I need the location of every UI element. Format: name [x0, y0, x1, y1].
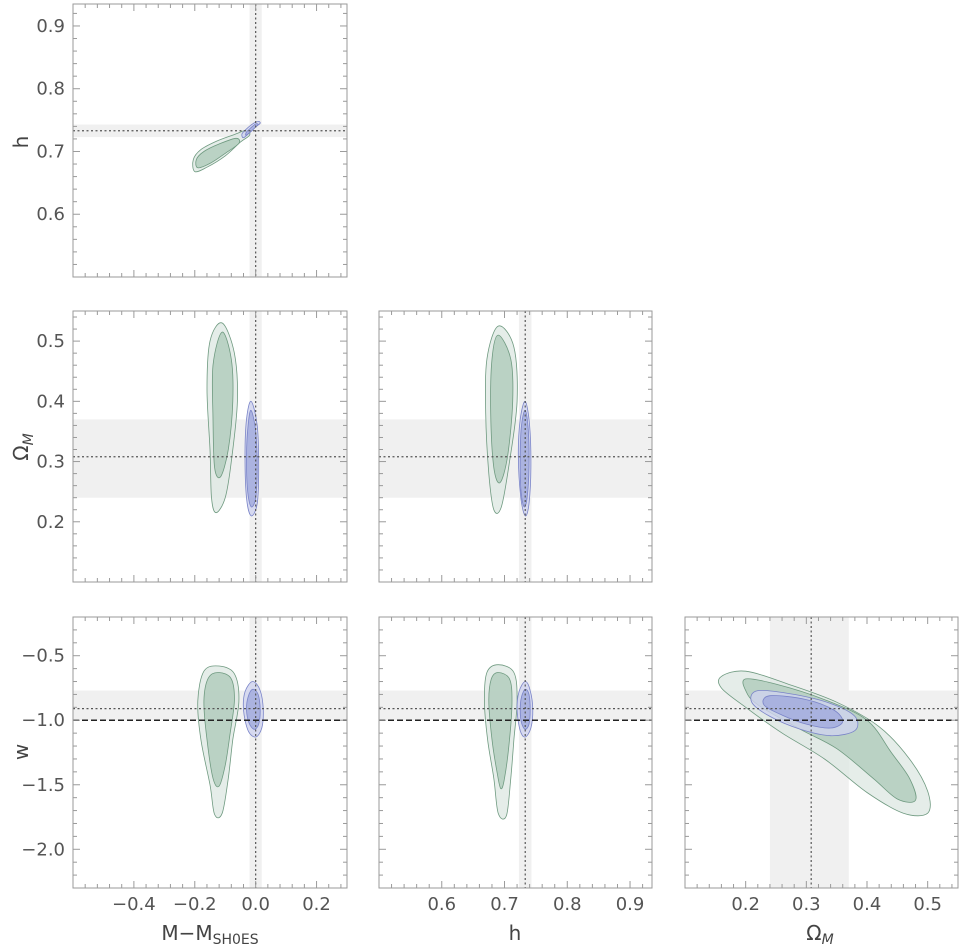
tick-marks — [378, 616, 652, 889]
x-tick-label: 0.6 — [427, 894, 456, 915]
blue-contour-68 — [246, 688, 261, 730]
y-tick-label: 0.2 — [36, 512, 65, 533]
green-contour-68 — [490, 334, 514, 484]
panel-frame — [72, 310, 348, 583]
tick-marks — [72, 4, 347, 278]
panel-frame — [72, 616, 348, 889]
panel-h-vs-M — [72, 3, 348, 278]
blue-contour-68 — [519, 409, 530, 508]
panel-frame — [378, 616, 653, 889]
reference-band-horizontal — [379, 419, 652, 498]
panel-frame — [378, 310, 653, 583]
panel-Om-vs-M — [72, 310, 348, 583]
panel-w-vs-Om — [684, 616, 959, 889]
panel-frame — [684, 616, 959, 889]
x-tick-label: 0.5 — [913, 894, 942, 915]
x-tick-label: 0.8 — [553, 894, 582, 915]
y-tick-labels-h: 0.6 0.7 0.8 0.9 — [36, 16, 65, 225]
green-contour-68 — [211, 331, 234, 479]
green-contour-68 — [203, 672, 235, 788]
x-tick-label: 0.3 — [792, 894, 821, 915]
tick-marks — [72, 311, 347, 583]
y-tick-labels-omega-m: 0.2 0.3 0.4 0.5 — [36, 331, 65, 533]
y-tick-label: −2.0 — [21, 839, 65, 860]
tick-marks — [378, 311, 652, 583]
panel-w-vs-h — [378, 616, 653, 889]
x-tick-label: 0.2 — [302, 894, 331, 915]
x-tick-label: 0.2 — [731, 894, 760, 915]
panels-layer — [72, 3, 959, 889]
y-tick-label: 0.6 — [36, 204, 65, 225]
blue-contour-68 — [246, 409, 258, 508]
y-axis-title-omega-m: ΩM — [9, 433, 37, 460]
blue-contour-68 — [519, 688, 531, 730]
x-tick-label: 0.9 — [616, 894, 645, 915]
y-tick-labels-w: −2.0 −1.5 −1.0 −0.5 — [21, 646, 65, 861]
y-tick-label: 0.3 — [36, 452, 65, 473]
tick-marks — [72, 616, 347, 889]
green-contour-68 — [195, 137, 241, 169]
x-tick-labels-h: 0.6 0.7 0.8 0.9 — [427, 894, 644, 915]
y-tick-label: 0.5 — [36, 331, 65, 352]
panel-Om-vs-h — [378, 310, 653, 583]
x-tick-label: 0.4 — [853, 894, 882, 915]
tick-marks — [684, 616, 958, 889]
y-tick-label: −0.5 — [21, 646, 65, 667]
x-tick-label: 0.0 — [241, 894, 270, 915]
y-tick-label: 0.4 — [36, 391, 65, 412]
y-tick-label: 0.8 — [36, 79, 65, 100]
y-tick-label: −1.0 — [21, 710, 65, 731]
y-tick-label: 0.7 — [36, 141, 65, 162]
y-tick-label: −1.5 — [21, 775, 65, 796]
x-tick-labels-m: −0.4 −0.2 0.0 0.2 — [112, 894, 331, 915]
x-tick-label: 0.7 — [490, 894, 519, 915]
y-axis-title-h: h — [9, 136, 33, 149]
y-axis-title-w: w — [9, 744, 33, 760]
x-tick-labels-omega-m: 0.2 0.3 0.4 0.5 — [731, 894, 942, 915]
y-tick-label: 0.9 — [36, 16, 65, 37]
panel-w-vs-M — [72, 616, 348, 889]
x-tick-label: −0.4 — [112, 894, 156, 915]
x-axis-title-h: h — [509, 921, 522, 945]
x-axis-title-m: M−MSH0ES — [161, 921, 258, 948]
x-axis-title-omega-m: ΩM — [806, 921, 833, 948]
panel-frame — [72, 3, 348, 278]
green-contour-68 — [488, 672, 513, 790]
blue-contour-68 — [245, 123, 259, 136]
x-tick-label: −0.2 — [173, 894, 217, 915]
